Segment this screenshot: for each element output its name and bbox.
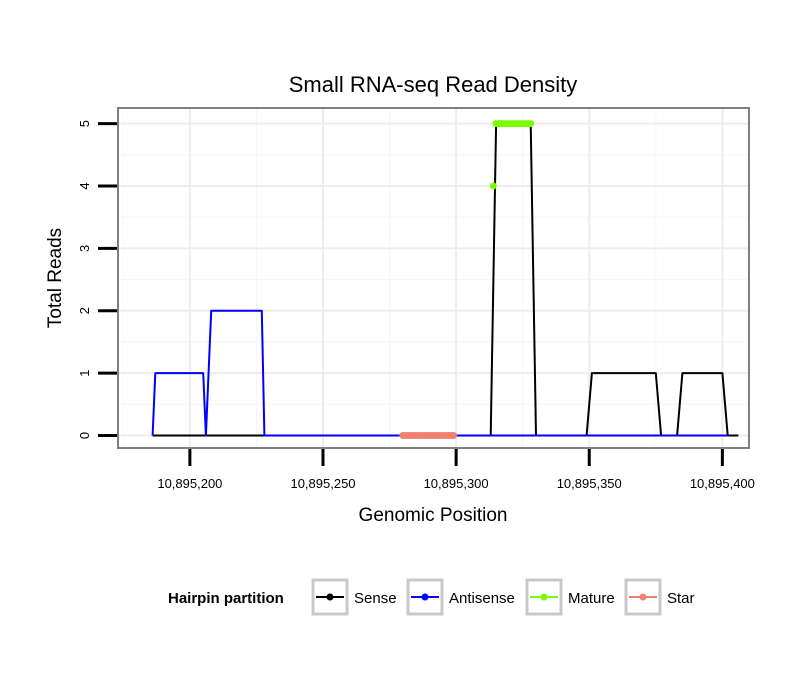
data-point-mature [527,120,535,128]
legend-label-star: Star [667,590,695,607]
legend-label-mature: Mature [568,590,615,607]
legend-swatch-point-star [639,593,647,601]
legend-swatch-point-sense [326,593,334,601]
x-tick-label: 10,895,400 [690,476,755,491]
data-point-mature [489,182,497,190]
grid-lines [118,108,749,448]
y-tick-label: 1 [77,370,92,377]
legend-swatch-point-antisense [421,593,429,601]
legend: Hairpin partition Sense Antisense Mature St… [168,578,695,616]
legend-label-antisense: Antisense [449,590,515,607]
x-tick-label: 10,895,350 [557,476,622,491]
legend-title: Hairpin partition [168,590,284,607]
y-axis-label: Total Reads [45,228,66,328]
y-tick-label: 2 [77,307,92,314]
legend-label-sense: Sense [354,590,397,607]
y-tick-label: 5 [77,120,92,127]
x-axis-label: Genomic Position [359,505,508,526]
data-point-star [449,432,457,440]
y-tick-label: 0 [77,432,92,439]
axes: 0 1 2 3 4 5 10,895,200 10,895,250 10,895,300 10,8… [77,107,755,491]
x-tick-label: 10,895,300 [424,476,489,491]
y-tick-label: 3 [77,245,92,252]
plot-background [118,108,749,448]
legend-swatch-point-mature [540,593,548,601]
series-line-antisense [151,309,728,437]
plot-border [117,107,750,449]
y-tick-label: 4 [77,182,92,189]
series-points [399,120,535,440]
x-tick-label: 10,895,250 [290,476,355,491]
plot-panel [118,108,749,448]
x-tick-label: 10,895,200 [157,476,222,491]
chart-title: Small RNA-seq Read Density [289,72,578,97]
